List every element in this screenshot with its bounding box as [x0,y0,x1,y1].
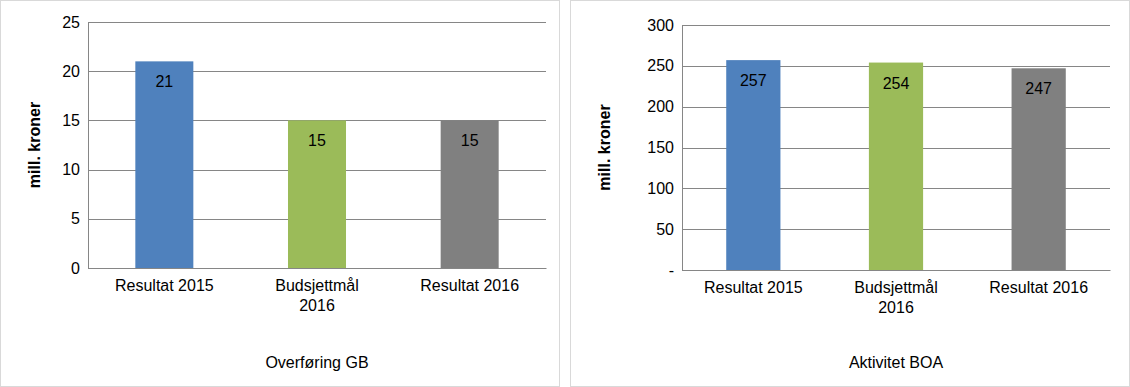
y-tick-label: 0 [71,260,80,277]
bars [135,61,498,268]
y-tick-label: 25 [62,14,80,31]
bar [869,63,923,270]
y-tick: 250 [647,57,682,74]
x-tick: Resultat 2015 [115,268,214,294]
y-tick-label: 10 [62,161,80,178]
x-tick-label: Resultat 2016 [989,279,1088,296]
y-tick-label: 200 [647,98,674,115]
y-tick-label: 5 [71,210,80,227]
y-axis-line [682,26,683,271]
y-tick-label: 100 [647,180,674,197]
y-axis-title: mill. kroner [26,102,43,188]
x-axis: Resultat 2015 Budsjettmål2016 Resultat 201… [683,270,1111,316]
grid-line [682,25,1110,26]
chart: 0510152025Resultat 2015Budsjettmål2016Re… [1,1,560,387]
y-tick: 0 [71,260,88,277]
data-label: 15 [461,132,479,149]
y-tick: 20 [62,63,88,80]
y-tick: 5 [71,210,88,227]
x-tick-label: Budsjettmål2016 [275,277,359,313]
x-tick-label: Budsjettmål2016 [854,279,938,315]
y-tick: 15 [62,112,88,129]
y-tick-label: 300 [647,17,674,34]
chart-border [1,1,560,387]
x-tick: Budsjettmål2016 [275,268,359,314]
y-tick: 200 [647,98,682,115]
bar [1012,68,1066,270]
x-axis-line [683,270,1111,271]
chart-border [571,1,1130,387]
data-label: 247 [1025,80,1052,97]
y-tick-label: 250 [647,57,674,74]
data-label: 254 [883,75,910,92]
bar [441,120,499,268]
canvas: 0510152025Resultat 2015Budsjettmål2016Re… [0,0,1130,387]
y-tick: 300 [647,17,682,34]
bar [135,61,193,268]
data-label: 21 [155,73,173,90]
x-tick-label: Resultat 2016 [420,277,519,294]
y-axis: - 50 100 150 200 250 300 [647,17,682,279]
y-tick-label: - [669,262,674,279]
y-tick: 100 [647,180,682,197]
chart-title: Overføring GB [265,354,368,371]
x-tick: Resultat 2016 [420,268,519,294]
x-tick: Budsjettmål2016 [854,270,938,316]
y-axis-line [88,23,89,269]
x-axis: Resultat 2015 Budsjettmål2016 Resultat 201… [89,268,547,314]
bar [288,120,346,268]
data-label: 257 [740,72,767,89]
y-tick: 25 [62,14,88,31]
y-tick-label: 15 [62,112,80,129]
y-tick: 150 [647,139,682,156]
y-tick-label: 150 [647,139,674,156]
x-tick-label: Resultat 2015 [704,279,803,296]
y-tick: - [669,262,682,279]
y-tick-label: 50 [656,221,674,238]
y-tick: 10 [62,161,88,178]
chart-title: Aktivitet BOA [849,354,944,371]
bar [726,60,780,270]
grid-line [682,270,1110,271]
x-tick: Resultat 2016 [989,270,1088,296]
y-tick-label: 20 [62,63,80,80]
x-tick-label: Resultat 2015 [115,277,214,294]
x-tick: Resultat 2015 [704,270,803,296]
data-label: 15 [308,132,326,149]
y-axis: 0 5 10 15 20 25 [62,14,88,277]
x-axis-line [89,268,547,269]
bars [726,60,1066,270]
y-axis-title: mill. kroner [596,104,613,190]
y-tick: 50 [656,221,682,238]
grid-line [88,268,546,269]
grid-line [88,22,546,23]
chart: - 50 100 150 200 250 300 Resultat 2015 Budsjettm… [571,1,1130,387]
